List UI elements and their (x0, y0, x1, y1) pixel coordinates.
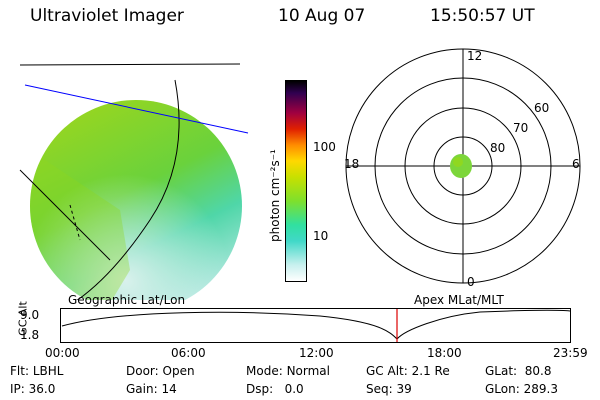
info-ip: IP: 36.0 (10, 382, 56, 396)
lat-label-60: 60 (534, 101, 549, 115)
altitude-xtick-1200: 12:00 (299, 346, 334, 360)
altitude-ytick-top: 9.0 (20, 308, 40, 322)
grid-line (19, 169, 111, 261)
altitude-xtick-2359: 23:59 (553, 346, 588, 360)
info-door: Door: Open (126, 364, 195, 378)
altitude-xtick-0000: 00:00 (45, 346, 80, 360)
info-seq: Seq: 39 (366, 382, 412, 396)
info-glat: GLat: 80.8 (485, 364, 552, 378)
grid-line (19, 63, 241, 66)
altitude-ytick-bottom: 1.8 (20, 328, 40, 342)
altitude-plot (60, 308, 571, 343)
date-label: 10 Aug 07 (278, 6, 366, 26)
altitude-xtick-0600: 06:00 (171, 346, 206, 360)
apex-panel-label: Apex MLat/MLT (414, 293, 504, 307)
mlt-label-0: 0 (467, 275, 475, 289)
lat-label-80: 80 (490, 141, 505, 155)
info-filter: Flt: LBHL (10, 364, 64, 378)
mlt-label-12: 12 (467, 49, 482, 63)
geographic-image-panel (19, 63, 249, 300)
colorbar-tick-10: 10 (313, 229, 329, 243)
mlt-label-6: 6 (572, 157, 580, 171)
info-glon: GLon: 289.3 (485, 382, 558, 396)
polar-plot: 12 18 6 0 60 70 80 (344, 48, 581, 289)
time-label: 15:50:57 UT (430, 6, 535, 26)
geographic-panel-label: Geographic Lat/Lon (68, 293, 186, 307)
lat-label-70: 70 (513, 121, 528, 135)
grid-line (69, 204, 81, 241)
colorbar-tick-100: 100 (313, 140, 336, 154)
terminator-line (24, 84, 249, 134)
info-dsp: Dsp: 0.0 (246, 382, 304, 396)
info-gain: Gain: 14 (126, 382, 177, 396)
mlt-label-18: 18 (344, 157, 359, 171)
grid-line (76, 79, 180, 300)
info-gcalt: GC Alt: 2.1 Re (366, 364, 450, 378)
info-mode: Mode: Normal (246, 364, 330, 378)
altitude-curve (61, 309, 571, 340)
instrument-title: Ultraviolet Imager (30, 6, 184, 26)
altitude-xtick-1800: 18:00 (427, 346, 462, 360)
colorbar-label: photon cm⁻²s⁻¹ (268, 149, 282, 242)
intensity-colorbar (285, 80, 307, 282)
